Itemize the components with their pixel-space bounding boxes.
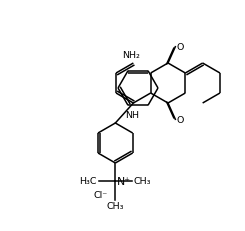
Text: O: O [177,42,184,51]
Text: O: O [177,116,184,125]
Text: NH₂: NH₂ [122,50,140,59]
Text: N⁺: N⁺ [117,176,131,186]
Text: NH: NH [125,111,139,120]
Text: Cl⁻: Cl⁻ [93,191,108,200]
Text: CH₃: CH₃ [134,177,151,186]
Text: CH₃: CH₃ [107,202,124,211]
Text: H₃C: H₃C [79,177,97,186]
